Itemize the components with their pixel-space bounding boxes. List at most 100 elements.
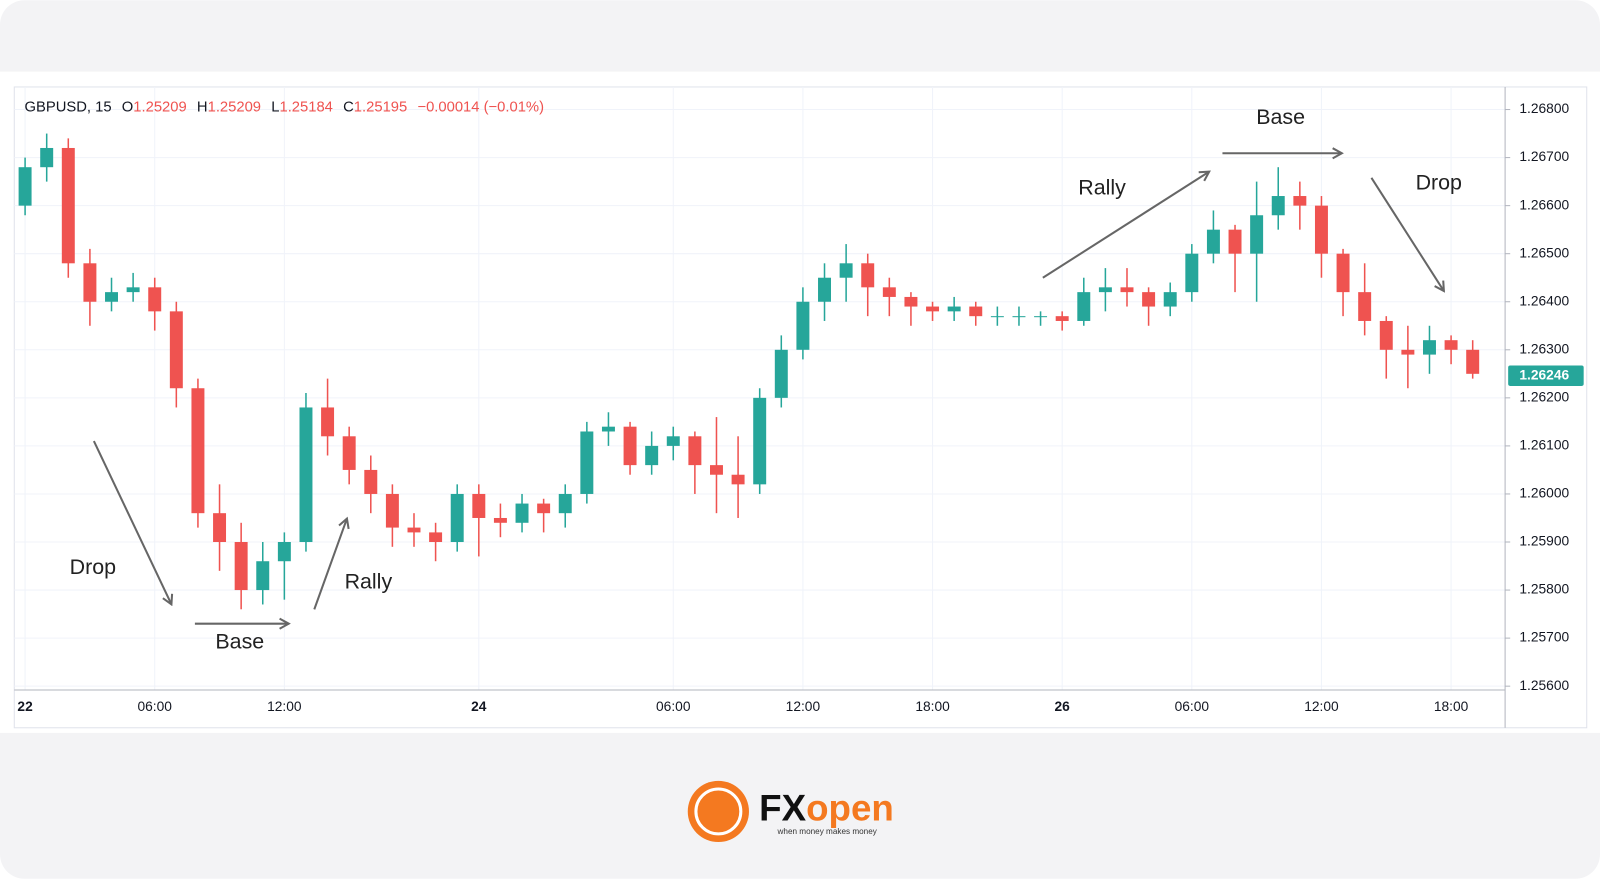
x-tick-label: 24 [471,699,487,714]
y-tick-label: 1.25900 [1519,534,1569,549]
arrow [92,440,172,604]
candle-body [1206,229,1220,254]
y-tick-label: 1.26800 [1519,101,1569,116]
y-tick-label: 1.26400 [1519,293,1569,308]
candle-body [1142,292,1156,307]
candle-body [1034,316,1048,318]
candle-body [515,503,529,523]
annotation: Base [215,630,264,654]
y-tick-label: 1.26600 [1519,197,1569,212]
logo-open: open [806,787,894,828]
x-tick-label: 12:00 [786,699,821,714]
y-tick-label: 1.26300 [1519,341,1569,356]
candle-body [1379,320,1393,350]
arrow [1370,177,1443,291]
y-tick-label: 1.26700 [1519,149,1569,164]
candle-body [256,561,270,591]
candle-body [1250,215,1264,254]
candle-body [710,465,723,475]
candle-body [1314,205,1328,254]
candle-body [169,311,183,389]
legend-header: GBPUSD, 15 O1.25209 H1.25209 L1.25184 C1.251… [24,99,544,115]
candle-body [1336,253,1350,293]
candle-body [1120,287,1134,293]
candle-body [277,542,291,562]
annotation: Drop [1416,171,1462,195]
candle-body [364,469,378,494]
candle-body [105,292,118,302]
candle-body [1271,196,1285,216]
candle-body [558,493,572,514]
chart-frame [13,86,1588,729]
candle-body [148,287,162,312]
candle-body [947,306,961,312]
candle-body [234,542,248,591]
y-tick-label: 1.25600 [1519,678,1569,693]
candle-body [645,445,659,466]
x-tick-label: 06:00 [656,699,691,714]
arrow [313,519,347,610]
ohlc-label: O [122,99,134,115]
candle-body [1358,292,1372,321]
candle-body [904,296,918,307]
candle-body [688,436,702,466]
annotation: Rally [1078,176,1126,200]
logo-text: FXopen [759,787,894,828]
arrow [1042,172,1209,279]
candle-body [1098,287,1112,293]
x-tick-label: 18:00 [915,699,950,714]
candle-body [882,287,896,297]
last-price-tag [1508,365,1584,386]
candle-body [83,263,97,302]
candle-body [1422,340,1436,355]
y-tick-label: 1.26000 [1519,486,1569,501]
x-tick-label: 18:00 [1434,699,1469,714]
annotations: Drop Base Rally Rally Base Drop [70,105,1462,653]
candle-body [1293,196,1307,206]
logo-tagline: when money makes money [777,827,878,836]
candle-body [126,287,140,293]
candle-body [1185,253,1199,293]
candle-body [1444,340,1458,350]
candle-body [342,436,356,470]
candle-body [818,277,831,302]
candle-body [61,147,75,264]
logo: FXopen when money makes money [687,780,894,843]
x-tick-label: 12:00 [1304,699,1339,714]
candle-body [1163,292,1177,307]
candle-body [580,431,594,494]
ohlc-value: 1.25184 [279,99,332,115]
last-price-label: 1.26246 [1519,367,1569,382]
candle-body [1055,316,1069,321]
x-tick-label: 26 [1055,699,1071,714]
candle-body [839,263,853,278]
candle-body [18,167,32,206]
candle-body [1466,349,1480,374]
candle-body [926,306,940,312]
annotation: Drop [70,555,116,579]
candle-body [191,388,205,514]
x-tick-label: 06:00 [137,699,172,714]
candle-body [731,474,745,485]
x-tick-label: 06:00 [1175,699,1210,714]
candle-body [861,263,875,288]
candle-body [385,493,399,528]
candle-body [969,306,983,317]
logo-fx: FX [759,787,806,828]
change: −0.00014 (−0.01%) [417,99,544,115]
candle-body [40,147,54,168]
candle-body [407,527,421,533]
candle-body [1077,292,1091,321]
candle-body [321,407,335,437]
candle-body [990,316,1004,318]
candle-body [774,349,788,398]
candle-body [1401,349,1415,355]
candle-body [537,503,551,514]
ohlc-value: 1.25209 [208,99,261,115]
y-tick-label: 1.25800 [1519,582,1569,597]
candle-body [213,513,227,543]
axes: 1.25600 1.25700 1.25800 1.25900 1.26000 1.261… [17,101,1584,714]
candle-body [601,426,615,432]
y-tick-label: 1.26500 [1519,245,1569,260]
